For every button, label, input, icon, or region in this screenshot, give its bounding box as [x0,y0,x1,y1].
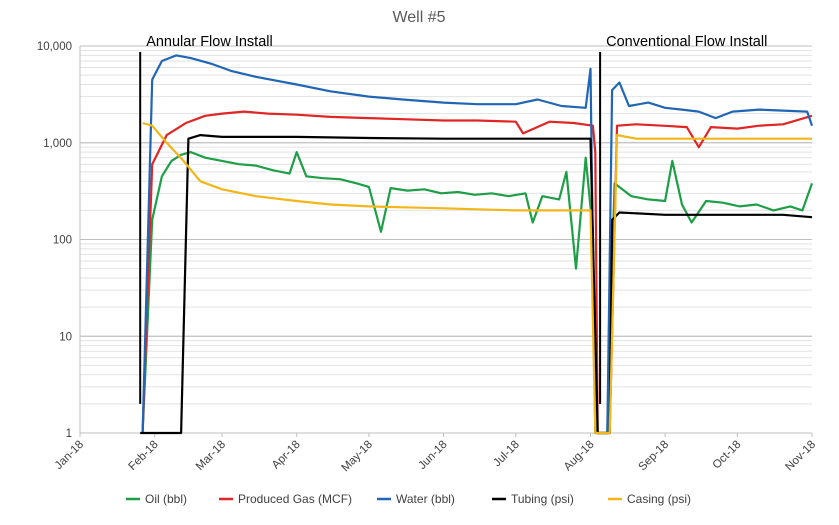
y-tick-label: 10,000 [37,41,72,53]
series-line [141,110,813,435]
series-line [140,134,813,435]
chart-title: Well #5 [392,9,445,26]
x-tick-label: Feb-18 [127,439,161,473]
y-axis: 10,000 1,000 100 10 1 [37,41,81,440]
y-tick-label: 1,000 [43,138,72,150]
grid-lines [80,45,812,434]
legend-label: Casing (psi) [627,492,691,506]
legend-label: Water (bbl) [396,492,455,506]
x-tick-label: May-18 [339,439,375,475]
x-tick-label: Sep-18 [637,439,672,474]
x-tick-label: Apr-18 [270,439,303,472]
x-tick-label: Oct-18 [711,439,744,472]
series-line [141,54,814,435]
annotation-label: Annular Flow Install [146,34,273,50]
x-tick-label: Jun-18 [416,439,449,472]
x-tick-label: Jan-18 [53,439,86,472]
x-tick-label: Aug-18 [562,439,597,474]
x-tick-label: Jul-18 [491,439,522,470]
series-lines [140,54,814,435]
x-tick-label: Nov-18 [783,439,818,474]
x-axis: Jan-18 Feb-18 Mar-18 Apr-18 May-18 Jun-18 Jul-… [53,433,818,474]
x-tick-label: Mar-18 [194,439,228,473]
legend-label: Tubing (psi) [511,492,574,506]
legend-label: Produced Gas (MCF) [238,492,352,506]
y-tick-label: 1 [66,428,72,440]
legend-label: Oil (bbl) [145,492,187,506]
series-line [141,151,814,435]
y-tick-label: 100 [53,235,72,247]
annotation-label: Conventional Flow Install [606,34,767,50]
series-line [142,121,812,435]
legend: Oil (bbl) Produced Gas (MCF) Water (bbl) Tu… [126,492,691,506]
y-tick-label: 10 [59,331,72,343]
annotation-lines [139,52,602,404]
annotations: Annular Flow Install Conventional Flow In… [146,34,767,50]
